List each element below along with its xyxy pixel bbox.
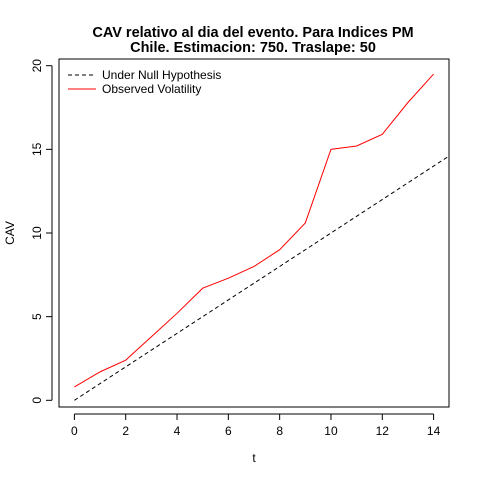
x-axis-label: t [252,451,256,465]
chart-subtitle: Chile. Estimacion: 750. Traslape: 50 [130,40,376,56]
legend-label-null: Under Null Hypothesis [102,68,221,82]
y-axis-label: CAV [3,221,17,245]
x-tick-label: 14 [427,424,441,438]
plot-area [58,58,450,408]
legend-label-observed: Observed Volatility [102,82,201,96]
x-tick-label: 10 [324,424,338,438]
y-tick-label: 20 [30,59,44,73]
series-line-1 [74,73,434,388]
y-tick-label: 5 [30,313,44,320]
chart-title: CAV relativo al dia del evento. Para Ind… [92,25,413,41]
x-tick-label: 2 [122,424,129,438]
y-tick-label: 0 [30,397,44,404]
legend: Under Null Hypothesis Observed Volatilit… [68,68,221,96]
plot-border [58,58,450,408]
y-tick-label: 15 [30,142,44,156]
x-axis: 0 2 4 6 8 10 12 14 [71,413,441,438]
x-tick-label: 0 [71,424,78,438]
series-line-0 [74,155,449,401]
y-tick-label: 10 [30,226,44,240]
x-tick-label: 6 [225,424,232,438]
x-tick-label: 12 [376,424,390,438]
y-axis: 0 5 10 15 20 [30,59,53,404]
x-tick-label: 8 [276,424,283,438]
x-tick-label: 4 [174,424,181,438]
